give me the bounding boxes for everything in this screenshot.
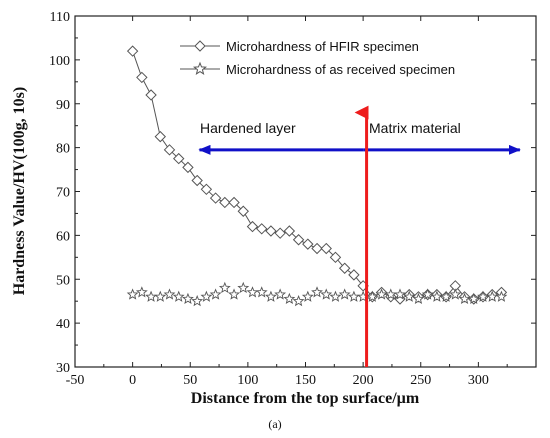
y-tick-label: 100: [49, 54, 70, 69]
hfir-data-point: [302, 238, 314, 250]
as-received-data-point: [348, 290, 360, 302]
x-tick-label: -50: [66, 373, 85, 388]
as-received-data-point: [421, 288, 434, 300]
legend-star-icon: [192, 61, 208, 75]
as-received-data-point: [200, 290, 213, 302]
hfir-data-point: [329, 251, 342, 264]
hfir-data-point: [338, 262, 351, 274]
as-received-data-point: [320, 288, 333, 300]
as-received-data-point: [301, 290, 314, 302]
as-received-data-point: [126, 288, 139, 300]
hfir-data-point: [154, 130, 166, 143]
x-tick-label: 100: [237, 373, 258, 388]
as-received-data-point: [154, 290, 167, 302]
as-received-data-point: [458, 292, 471, 305]
legend-label-hfir: Microhardness of HFIR specimen: [226, 39, 419, 54]
x-tick-label: 0: [129, 373, 136, 388]
as-received-data-point: [311, 286, 323, 298]
as-received-data-point: [375, 288, 388, 300]
as-received-data-point: [283, 292, 296, 305]
as-received-data-point: [412, 292, 425, 305]
hfir-data-point: [126, 45, 139, 57]
as-received-data-point: [255, 286, 268, 298]
hfir-data-point: [292, 234, 305, 246]
hfir-data-point: [255, 223, 268, 235]
as-received-data-point: [274, 288, 287, 300]
y-tick-label: 50: [56, 273, 70, 288]
y-tick-label: 60: [56, 229, 70, 244]
hfir-data-point: [265, 225, 277, 237]
as-received-data-point: [228, 288, 240, 300]
hfir-data-point: [274, 227, 286, 239]
annotation-matrix-material: Matrix material: [369, 120, 461, 136]
x-tick-label: 200: [353, 373, 374, 388]
as-received-data-point: [265, 290, 277, 302]
as-received-data-point: [403, 290, 416, 302]
hfir-data-point: [237, 205, 249, 217]
hfir-data-point: [320, 242, 332, 255]
hfir-data-point: [209, 192, 222, 204]
as-received-data-point: [163, 288, 176, 300]
as-received-data-point: [135, 286, 148, 298]
as-received-data-point: [209, 288, 222, 300]
figure-caption: (a): [268, 417, 281, 431]
axis-ticks: -50 0 50 100 150 200 250 300 30 40 50 60 70 80 90 100 11…: [49, 10, 536, 388]
hfir-data-point: [219, 196, 231, 209]
legend-diamond-icon: [194, 40, 206, 52]
as-received-data-point: [495, 290, 508, 302]
legend: Microhardness of HFIR specimen Microhard…: [180, 39, 455, 77]
hfir-data-point: [182, 161, 194, 174]
as-received-data-point: [329, 290, 342, 302]
x-tick-label: 300: [468, 373, 489, 388]
y-tick-label: 70: [56, 186, 70, 201]
x-tick-label: 150: [295, 373, 316, 388]
as-received-data-point: [486, 290, 499, 302]
hfir-data-point: [283, 225, 296, 237]
x-axis-title: Distance from the top surface/µm: [191, 390, 420, 407]
as-received-data-point: [394, 288, 406, 300]
as-received-data-point: [440, 290, 453, 302]
hfir-data-point: [246, 220, 259, 233]
as-received-data-point: [145, 290, 157, 302]
as-received-data-point: [338, 288, 351, 300]
as-received-data-point: [172, 290, 185, 302]
hfir-data-point: [163, 144, 176, 156]
as-received-data-point: [237, 281, 250, 294]
annotation-hardened-layer: Hardened layer: [200, 120, 296, 136]
y-tick-label: 80: [56, 142, 70, 157]
as-received-data-point: [182, 292, 194, 305]
x-tick-label: 50: [183, 373, 197, 388]
as-received-data-point: [384, 288, 397, 300]
hfir-data-point: [311, 242, 323, 255]
as-received-data-point: [191, 294, 204, 307]
as-received-data-point: [449, 288, 462, 300]
arrows-group: [198, 105, 521, 367]
y-tick-label: 110: [50, 10, 70, 25]
series-group: [126, 45, 508, 307]
hfir-data-point: [348, 269, 360, 281]
series-line-0: [132, 50, 502, 300]
as-received-data-point: [246, 286, 259, 298]
hfir-data-point: [191, 174, 203, 187]
as-received-data-point: [430, 290, 443, 302]
y-tick-label: 30: [56, 361, 70, 376]
as-received-data-point: [218, 281, 231, 294]
hfir-data-point: [200, 183, 213, 196]
hfir-data-point: [173, 152, 185, 165]
as-received-data-point: [366, 290, 379, 302]
as-received-data-point: [292, 294, 305, 307]
x-tick-label: 250: [410, 373, 431, 388]
hfir-data-point: [145, 89, 157, 101]
hfir-data-point: [228, 196, 240, 209]
hfir-data-point: [136, 71, 148, 84]
y-axis-title: Hardness Value/HV(100g, 10s): [11, 87, 28, 295]
as-received-data-point: [467, 292, 480, 305]
legend-label-received: Microhardness of as received specimen: [226, 62, 455, 77]
y-tick-label: 90: [56, 98, 70, 113]
as-received-data-point: [477, 290, 489, 302]
y-tick-label: 40: [56, 317, 70, 332]
